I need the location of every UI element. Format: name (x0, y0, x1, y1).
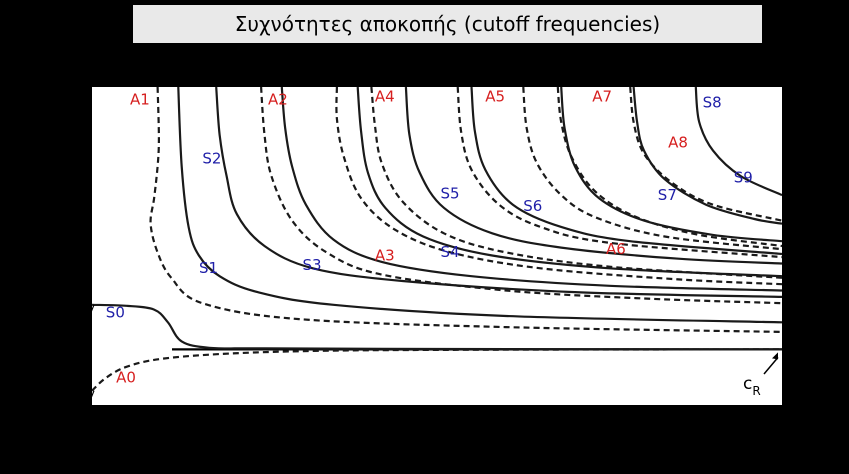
mode-label-a1: A1 (130, 90, 150, 108)
rayleigh-arrowhead (772, 352, 778, 360)
curve-a2 (260, 87, 782, 305)
curve-s8 (632, 87, 782, 225)
mode-label-a6: A6 (606, 240, 626, 258)
rayleigh-arrow (763, 356, 779, 375)
mode-label-s8: S8 (703, 94, 722, 112)
curve-a6 (522, 87, 782, 251)
mode-label-s4: S4 (440, 243, 459, 261)
curve-s3 (280, 87, 782, 292)
curve-s2 (215, 87, 782, 298)
curve-s0 (92, 303, 782, 351)
rayleigh-label: cR (743, 374, 761, 398)
mode-label-a0: A0 (116, 369, 136, 387)
curve-s7 (560, 87, 782, 243)
mode-label-s0: S0 (106, 304, 125, 322)
axis-ticks (82, 117, 714, 415)
dispersion-curves (92, 87, 782, 392)
a0-edge-marker (89, 390, 95, 401)
mode-label-a2: A2 (268, 90, 288, 108)
plot-area (92, 87, 782, 405)
curve-s4 (356, 87, 782, 278)
curve-a5 (456, 87, 782, 259)
mode-label-a3: A3 (375, 246, 395, 264)
mode-label-s6: S6 (523, 197, 542, 215)
curve-s9 (694, 87, 782, 197)
mode-label-s7: S7 (658, 186, 677, 204)
mode-labels: A1 A2 A4 A5 A7 S8 S2 A8 S9 S5 S7 S6 A6 S4 A3 S3 S1 S0 A0 (106, 87, 753, 386)
chart-title: Συχνότητες αποκοπής (cutoff frequencies) (133, 5, 762, 43)
curve-s5 (404, 87, 782, 265)
curve-a4 (370, 87, 782, 279)
curve-s6 (470, 87, 782, 256)
curve-a1 (149, 87, 782, 333)
mode-label-s2: S2 (202, 149, 221, 167)
mode-label-s3: S3 (302, 256, 321, 274)
rayleigh-marker: cR (89, 304, 779, 401)
mode-label-a8: A8 (668, 133, 688, 151)
mode-label-s5: S5 (440, 184, 459, 202)
mode-label-a4: A4 (375, 87, 395, 105)
curve-a3 (335, 87, 782, 286)
mode-label-a5: A5 (485, 87, 505, 105)
curve-a0 (92, 348, 782, 392)
curve-a7 (556, 87, 782, 248)
mode-label-s1: S1 (199, 259, 218, 277)
mode-label-s9: S9 (734, 168, 753, 186)
curve-s1 (177, 87, 782, 324)
mode-label-a7: A7 (592, 87, 612, 105)
s0-edge-marker (89, 304, 95, 316)
